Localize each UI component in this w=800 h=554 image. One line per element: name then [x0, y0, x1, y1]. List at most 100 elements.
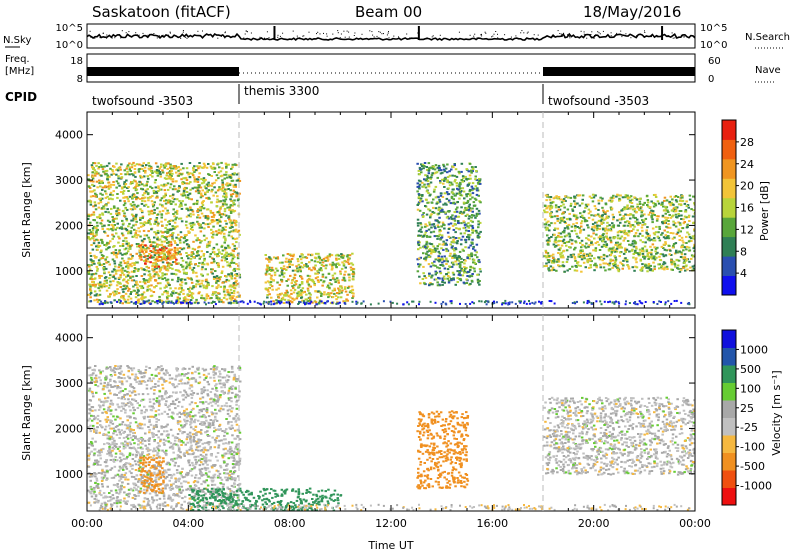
power-cell — [300, 282, 304, 285]
power-cell — [660, 233, 663, 236]
power-cell — [474, 166, 477, 168]
power-cell — [687, 216, 690, 219]
power-cell — [638, 222, 642, 225]
power-cell — [450, 217, 454, 220]
power-cell — [115, 186, 118, 189]
power-cell — [463, 226, 467, 229]
power-cell — [470, 252, 473, 255]
power-cell — [146, 255, 150, 257]
power-cell — [564, 195, 567, 198]
power-cell — [200, 193, 203, 196]
power-cell — [212, 194, 215, 197]
power-cell — [106, 185, 110, 188]
power-cell — [592, 196, 596, 199]
power-cell — [553, 196, 557, 199]
power-cell — [308, 292, 311, 295]
power-cell — [91, 232, 95, 235]
power-cell — [478, 268, 482, 270]
power-cell — [96, 248, 99, 251]
power-cell — [185, 226, 189, 229]
noise-search-point — [484, 31, 486, 33]
power-cell — [615, 250, 619, 253]
noise-search-point — [247, 31, 248, 33]
power-cell — [130, 244, 134, 247]
power-cell — [134, 218, 138, 221]
power-cell — [456, 277, 459, 280]
power-cell — [91, 175, 94, 178]
power-cell — [185, 271, 188, 274]
power-cell — [237, 177, 241, 180]
noise-search-point — [458, 31, 460, 33]
power-cell — [210, 184, 213, 187]
power-cell — [686, 231, 689, 234]
power-cell — [192, 169, 195, 172]
power-cell — [169, 219, 173, 222]
power-cell — [641, 210, 644, 212]
power-cell — [646, 234, 650, 237]
power-cell — [558, 235, 562, 238]
power-cell — [620, 235, 624, 238]
power-cell — [130, 265, 133, 268]
power-cell — [230, 224, 233, 227]
power-cell — [164, 192, 167, 195]
power-cell — [632, 214, 635, 217]
power-cell — [144, 189, 147, 192]
power-cell — [650, 214, 654, 217]
power-cell — [265, 257, 268, 260]
power-cell — [682, 241, 685, 244]
power-cell — [144, 282, 147, 285]
power-cell — [301, 299, 304, 302]
power-cell — [545, 221, 548, 224]
power-cell — [636, 218, 639, 221]
power-cell — [109, 274, 112, 277]
power-cell — [543, 204, 547, 207]
power-cell — [184, 300, 187, 303]
power-cell — [670, 201, 673, 204]
power-cell — [646, 255, 649, 258]
power-cell — [547, 239, 550, 242]
power-cell — [308, 267, 311, 270]
power-cell — [161, 209, 165, 212]
power-cell — [351, 252, 354, 255]
power-cell — [432, 251, 436, 253]
power-cell — [164, 218, 167, 221]
power-cell — [641, 248, 645, 251]
power-cell — [165, 224, 168, 227]
power-cell — [417, 248, 420, 251]
power-cell — [419, 199, 422, 202]
power-cell — [637, 207, 640, 210]
power-cell — [629, 195, 633, 198]
noise-search-point — [319, 33, 321, 35]
power-cell — [153, 236, 156, 239]
power-cell — [145, 260, 148, 263]
power-cell — [141, 197, 144, 200]
power-cell — [331, 289, 335, 292]
power-cell — [126, 298, 130, 301]
power-cell — [683, 256, 687, 259]
power-cell — [286, 253, 290, 255]
power-cell — [231, 163, 234, 166]
noise-search-point — [491, 36, 493, 38]
power-cell — [164, 227, 167, 229]
power-cell — [321, 261, 325, 264]
power-cell — [187, 214, 190, 217]
power-cell — [88, 283, 91, 286]
power-cell — [149, 196, 152, 199]
power-cell — [220, 216, 223, 219]
power-cell — [596, 213, 600, 216]
noise-search-point — [474, 33, 476, 35]
power-cell — [111, 233, 114, 236]
power-cell — [270, 285, 274, 288]
power-cell — [190, 251, 194, 254]
power-cell — [208, 197, 211, 200]
power-cell — [640, 269, 643, 272]
power-cell — [693, 202, 695, 205]
power-cell — [179, 217, 183, 220]
power-cell — [334, 281, 337, 283]
power-cell — [207, 217, 210, 220]
power-cell — [229, 193, 233, 196]
power-cell — [161, 205, 165, 208]
power-cell — [562, 203, 565, 206]
power-cell — [623, 224, 626, 227]
power-cell — [276, 281, 279, 284]
